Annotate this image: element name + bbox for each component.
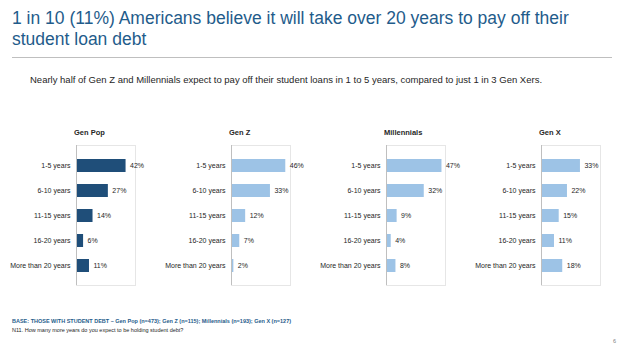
svg-text:16-20 years: 16-20 years	[499, 237, 536, 245]
svg-text:6-10 years: 6-10 years	[502, 187, 536, 195]
svg-text:16-20 years: 16-20 years	[344, 237, 381, 245]
svg-text:11%: 11%	[558, 237, 572, 244]
svg-text:42%: 42%	[130, 162, 144, 169]
html-text:1 in 10 (11%) Americans believ: 1 in 10 (11%) Americans believe it will …	[12, 8, 569, 49]
svg-text:16-20 years: 16-20 years	[34, 237, 71, 245]
svg-text:11-15 years: 11-15 years	[34, 212, 71, 220]
svg-text:16-20 years: 16-20 years	[189, 237, 226, 245]
html-text:Nearly half of Gen Z and Mille: Nearly half of Gen Z and Millennials exp…	[30, 74, 542, 85]
svg-text:1-5 years: 1-5 years	[196, 162, 226, 170]
svg-text:1-5 years: 1-5 years	[506, 162, 536, 170]
svg-text:More than 20 years: More than 20 years	[320, 262, 381, 270]
html-text:BASE: THOSE WITH STUDENT DEBT: BASE: THOSE WITH STUDENT DEBT – Gen Pop …	[12, 318, 291, 324]
svg-text:11-15 years: 11-15 years	[189, 212, 226, 220]
svg-text:8%: 8%	[400, 262, 410, 269]
svg-text:11-15 years: 11-15 years	[499, 212, 536, 220]
svg-text:2%: 2%	[238, 262, 248, 269]
svg-text:47%: 47%	[446, 162, 460, 169]
html-text:N11. How many more years do yo: N11. How many more years do you expect t…	[12, 327, 184, 333]
svg-text:12%: 12%	[250, 212, 264, 219]
svg-text:1-5 years: 1-5 years	[41, 162, 71, 170]
html-text:Gen X: Gen X	[539, 128, 561, 137]
svg-text:6%: 6%	[88, 237, 98, 244]
svg-text:More than 20 years: More than 20 years	[10, 262, 71, 270]
svg-text:More than 20 years: More than 20 years	[475, 262, 536, 270]
svg-text:1-5 years: 1-5 years	[351, 162, 381, 170]
html-text:Gen Pop: Gen Pop	[74, 128, 105, 137]
svg-text:6-10 years: 6-10 years	[192, 187, 226, 195]
svg-text:46%: 46%	[290, 162, 304, 169]
svg-text:33%: 33%	[274, 187, 288, 194]
svg-text:6-10 years: 6-10 years	[347, 187, 381, 195]
svg-text:15%: 15%	[563, 212, 577, 219]
html-text:Gen Z: Gen Z	[229, 128, 251, 137]
svg-text:9%: 9%	[401, 212, 411, 219]
svg-text:22%: 22%	[571, 187, 585, 194]
html-text:6: 6	[612, 338, 616, 344]
svg-text:7%: 7%	[244, 237, 254, 244]
svg-text:33%: 33%	[584, 162, 598, 169]
html-text:Millennials: Millennials	[384, 128, 423, 137]
svg-text:11%: 11%	[93, 262, 107, 269]
svg-text:32%: 32%	[428, 187, 442, 194]
svg-text:14%: 14%	[97, 212, 111, 219]
svg-text:More than 20 years: More than 20 years	[165, 262, 226, 270]
svg-text:11-15 years: 11-15 years	[344, 212, 381, 220]
svg-text:6-10 years: 6-10 years	[37, 187, 71, 195]
svg-text:4%: 4%	[395, 237, 405, 244]
svg-text:18%: 18%	[567, 262, 581, 269]
svg-text:27%: 27%	[112, 187, 126, 194]
